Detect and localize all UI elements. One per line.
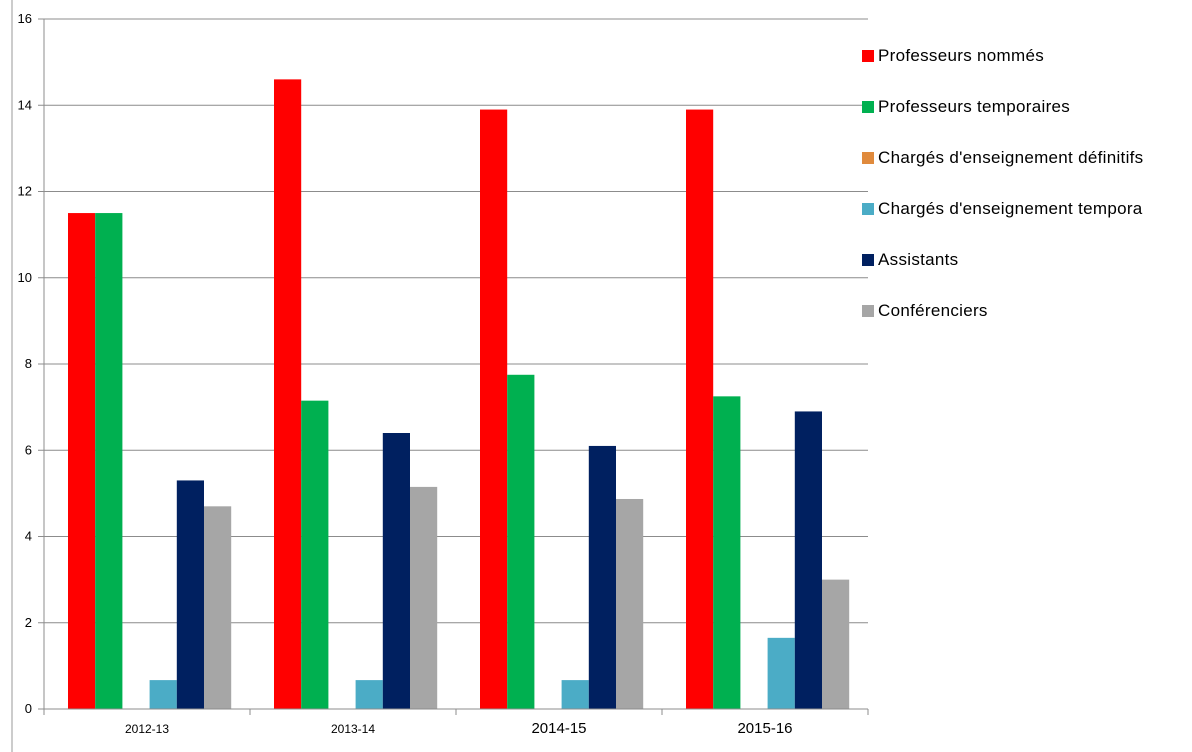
legend-swatch <box>862 100 874 113</box>
legend-label: Professeurs nommés <box>878 45 1045 65</box>
y-tick-label: 12 <box>18 184 32 199</box>
bar <box>616 498 644 709</box>
bar <box>794 411 822 709</box>
bar <box>588 445 616 709</box>
legend-swatch <box>862 151 874 164</box>
y-tick-label: 0 <box>25 701 32 716</box>
bar <box>149 680 177 709</box>
bar <box>410 486 438 709</box>
y-tick-label: 2 <box>25 615 32 630</box>
bar <box>561 680 589 709</box>
legend-label: Conférenciers <box>878 300 988 320</box>
legend-swatch <box>862 202 874 215</box>
x-tick-label: 2015-16 <box>737 720 792 737</box>
legend-swatch <box>862 304 874 317</box>
y-tick-label: 10 <box>18 270 32 285</box>
bar <box>355 680 383 709</box>
bars <box>68 79 850 709</box>
x-tick-label: 2013-14 <box>331 722 375 736</box>
bar <box>274 79 302 709</box>
y-tick-label: 16 <box>18 11 32 26</box>
y-tick-label: 4 <box>25 529 32 544</box>
axes <box>43 19 869 715</box>
legend-label: Assistants <box>878 249 959 269</box>
x-axis-tick-labels: 2012-13 2013-14 2014-15 2015-16 <box>125 720 793 737</box>
legend-swatch <box>862 49 874 62</box>
bar <box>767 637 795 709</box>
legend-item-professeurs-temporaires: Professeurs temporaires <box>862 81 1143 132</box>
gridlines <box>38 18 868 710</box>
bar <box>95 213 123 709</box>
legend-item-assistants: Assistants <box>862 234 1143 285</box>
legend-item-charges-temporaires: Chargés d'enseignement tempora <box>862 183 1143 234</box>
bar <box>686 109 714 709</box>
legend-label: Chargés d'enseignement définitifs <box>878 147 1144 167</box>
y-tick-label: 14 <box>18 97 32 112</box>
y-tick-label: 8 <box>25 356 32 371</box>
legend-item-professeurs-nommes: Professeurs nommés <box>862 30 1143 81</box>
bar <box>204 506 232 709</box>
bar <box>68 213 96 709</box>
legend-item-charges-definitifs: Chargés d'enseignement définitifs <box>862 132 1143 183</box>
bar <box>713 396 741 709</box>
legend-label: Chargés d'enseignement tempora <box>878 198 1143 218</box>
bar <box>480 109 508 709</box>
legend: Professeurs nommés Professeurs temporair… <box>862 30 1143 336</box>
y-axis-tick-labels: 0 2 4 6 8 10 12 14 16 <box>18 11 32 716</box>
bar <box>301 400 329 709</box>
legend-swatch <box>862 253 874 266</box>
legend-label: Professeurs temporaires <box>878 96 1071 116</box>
y-tick-label: 6 <box>25 442 32 457</box>
x-tick-label: 2012-13 <box>125 722 169 736</box>
legend-item-conferenciers: Conférenciers <box>862 285 1143 336</box>
bar <box>176 480 204 709</box>
bar <box>382 433 410 709</box>
bar <box>507 374 535 709</box>
bar <box>822 579 850 709</box>
x-tick-label: 2014-15 <box>531 720 586 737</box>
